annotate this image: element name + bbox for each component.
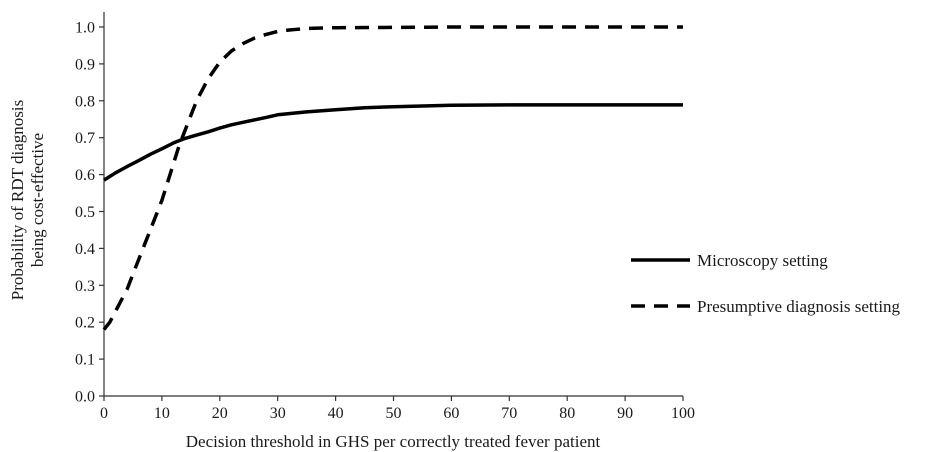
x-axis-title: Decision threshold in GHS per correctly … (186, 432, 601, 451)
legend-label-presumptive: Presumptive diagnosis setting (697, 297, 901, 316)
y-axis-ticks: 0.0 0.1 0.2 0.3 0.4 0.5 0.6 0.7 0.8 0.9 1.0 (75, 20, 104, 406)
x-tick-label: 10 (154, 405, 170, 422)
y-tick-label: 0.8 (75, 93, 95, 110)
x-tick-label: 50 (386, 405, 402, 422)
legend-label-microscopy: Microscopy setting (697, 251, 828, 270)
y-tick-label: 1.0 (75, 20, 95, 37)
x-tick-label: 80 (559, 405, 575, 422)
x-tick-label: 20 (212, 405, 228, 422)
x-axis-ticks: 0 10 20 30 40 50 60 70 80 90 100 (100, 396, 695, 422)
series-line-presumptive (102, 25, 683, 331)
y-tick-label: 0.5 (75, 204, 95, 221)
y-tick-label: 0.7 (75, 130, 95, 147)
y-tick-label: 0.3 (75, 278, 95, 295)
y-tick-label: 0.1 (75, 352, 95, 369)
x-tick-label: 70 (501, 405, 517, 422)
legend: Microscopy setting Presumptive diagnosis… (631, 251, 901, 316)
x-tick-label: 60 (443, 405, 459, 422)
axes (103, 12, 683, 397)
y-axis-title: Probability of RDT diagnosis being cost-… (8, 100, 47, 300)
series-layer (102, 25, 683, 331)
y-tick-label: 0.4 (75, 241, 95, 258)
y-axis-title-line-2: being cost-effective (28, 133, 47, 267)
y-tick-label: 0.6 (75, 167, 95, 184)
series-line-microscopy (103, 103, 683, 182)
x-tick-label: 30 (270, 405, 286, 422)
y-tick-label: 0.9 (75, 56, 95, 73)
x-tick-label: 0 (100, 405, 108, 422)
x-tick-label: 100 (671, 405, 695, 422)
x-tick-label: 90 (617, 405, 633, 422)
y-axis-title-line-1: Probability of RDT diagnosis (8, 100, 27, 300)
y-tick-label: 0.2 (75, 315, 95, 332)
x-tick-label: 40 (328, 405, 344, 422)
y-tick-label: 0.0 (75, 389, 95, 406)
